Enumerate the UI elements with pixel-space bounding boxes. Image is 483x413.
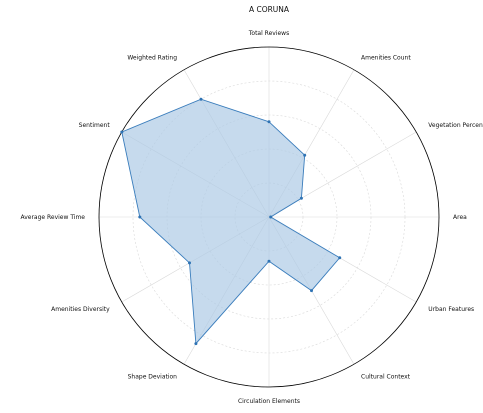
axis-label-6: Cultural Context — [361, 373, 411, 380]
data-point-10 — [138, 215, 142, 219]
axis-labels: Total Reviews Amenities Count Vegetation P… — [20, 30, 483, 405]
data-point-2 — [303, 153, 307, 157]
series-layer — [120, 97, 342, 346]
axis-label-1: Total Reviews — [248, 30, 289, 37]
data-point-9 — [188, 261, 191, 265]
data-point-12 — [199, 97, 203, 101]
axis-label-4: Area — [453, 214, 467, 221]
axis-label-2: Amenities Count — [361, 55, 411, 62]
axis-label-11: Sentiment — [79, 122, 111, 129]
axis-label-7: Circulation Elements — [238, 398, 300, 405]
data-point-5 — [338, 256, 342, 260]
chart-title: A CORUNA — [249, 5, 290, 14]
axis-label-10: Average Review Time — [20, 214, 85, 221]
data-point-7 — [267, 259, 271, 263]
data-point-3 — [299, 196, 303, 200]
data-point-4 — [269, 215, 273, 219]
data-point-11 — [120, 130, 124, 134]
data-point-1 — [267, 120, 271, 124]
axis-label-8: Shape Deviation — [128, 373, 178, 380]
series-area-1 — [121, 98, 341, 345]
axis-label-9: Amenities Diversity — [51, 306, 110, 313]
polar-frame — [98, 46, 440, 388]
axis-label-12: Weighted Rating — [127, 55, 177, 62]
data-point-8 — [194, 342, 198, 346]
axis-label-3: Vegetation Percentage — [428, 122, 483, 129]
axis-label-5: Urban Features — [428, 306, 474, 313]
data-point-6 — [310, 289, 313, 293]
